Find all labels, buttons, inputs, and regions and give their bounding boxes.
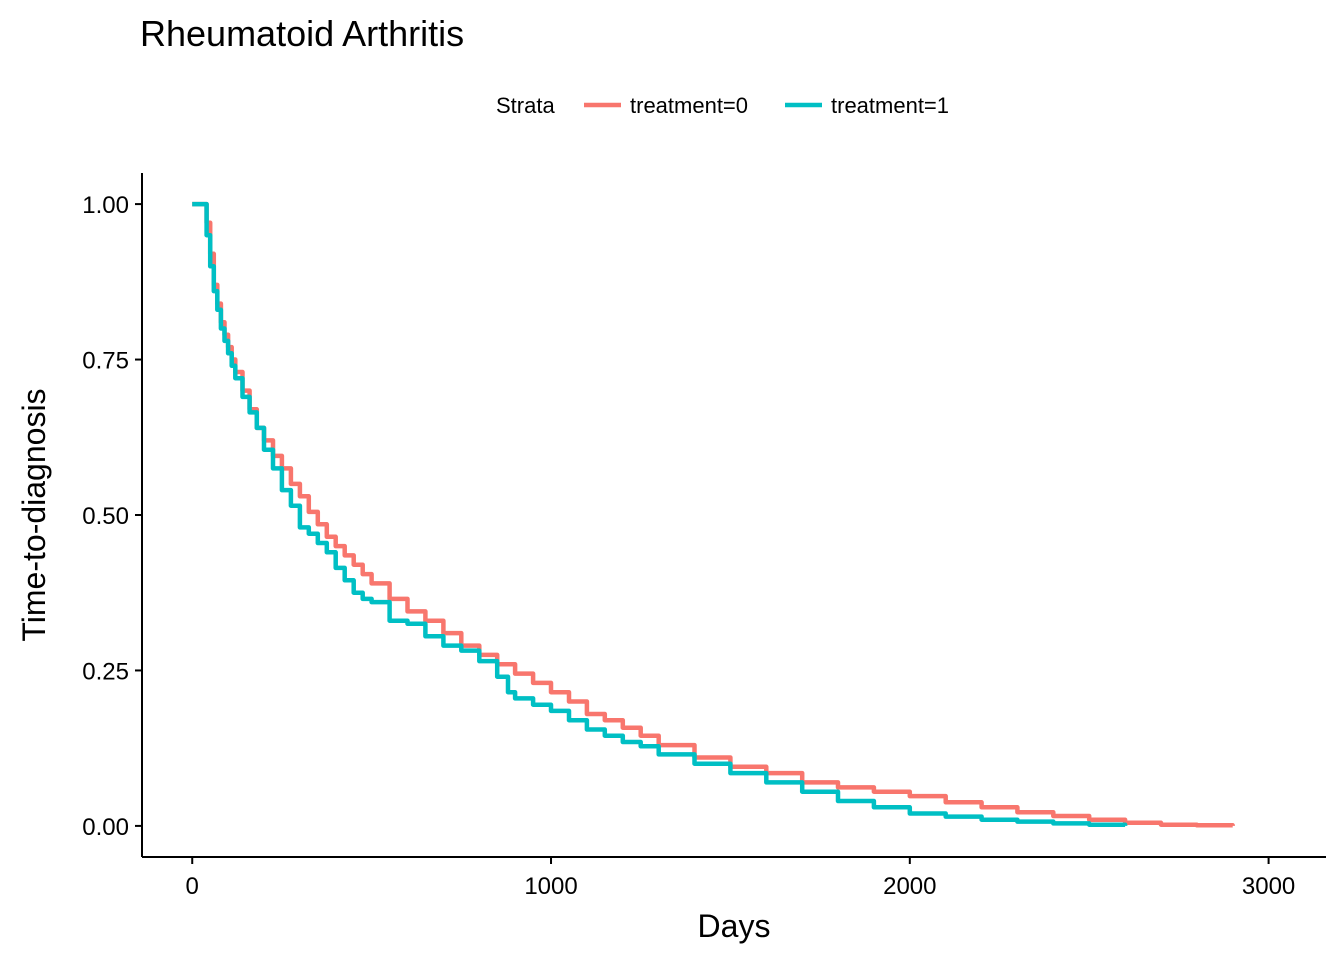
x-tick-label: 1000	[524, 873, 577, 900]
y-tick-label: 0.00	[82, 814, 129, 841]
y-tick-label: 0.50	[82, 503, 129, 530]
legend-label: treatment=0	[630, 93, 748, 118]
series-line-treatment-0	[192, 201, 1235, 828]
x-tick-label: 2000	[883, 873, 936, 900]
series-group	[192, 201, 1235, 828]
y-tick-label: 0.25	[82, 658, 129, 685]
x-tick-label: 0	[186, 873, 199, 900]
y-ticks: 0.00 0.25 0.50 0.75 1.00	[82, 192, 142, 841]
x-tick-label: 3000	[1242, 873, 1295, 900]
x-axis-title: Days	[698, 908, 771, 944]
series-line-treatment-1	[192, 201, 1128, 827]
y-tick-label: 1.00	[82, 192, 129, 219]
y-tick-label: 0.75	[82, 348, 129, 375]
legend-label: treatment=1	[831, 93, 949, 118]
legend-title: Strata	[496, 93, 555, 118]
chart-title: Rheumatoid Arthritis	[140, 13, 464, 54]
legend: Strata treatment=0 treatment=1	[496, 93, 949, 118]
y-axis-title: Time-to-diagnosis	[16, 388, 52, 641]
x-ticks: 0 1000 2000 3000	[186, 857, 1295, 900]
